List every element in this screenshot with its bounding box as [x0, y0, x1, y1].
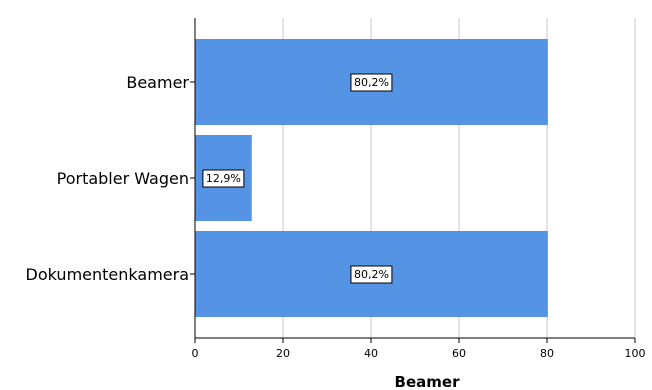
- category-label: Beamer: [126, 73, 189, 92]
- x-tick-label: 100: [625, 347, 646, 360]
- x-tick-label: 80: [540, 347, 554, 360]
- axes: 0 20 40 60 80 100 Beamer Portabler Wagen Dokumen…: [26, 18, 646, 360]
- data-label-box: [350, 265, 393, 284]
- data-labels: 80,2% 12,9% 80,2%: [202, 73, 393, 284]
- data-label-box: [202, 169, 245, 188]
- category-label: Portabler Wagen: [57, 169, 189, 188]
- data-label: 12,9%: [206, 172, 241, 185]
- data-label: 80,2%: [354, 268, 389, 281]
- data-label: 80,2%: [354, 76, 389, 89]
- data-label-box: [350, 73, 393, 92]
- x-tick-label: 60: [452, 347, 466, 360]
- x-tick-label: 40: [364, 347, 378, 360]
- x-tick-label: 0: [192, 347, 199, 360]
- x-tick-label: 20: [276, 347, 290, 360]
- category-label: Dokumentenkamera: [26, 265, 189, 284]
- x-axis-title: Beamer: [395, 373, 461, 390]
